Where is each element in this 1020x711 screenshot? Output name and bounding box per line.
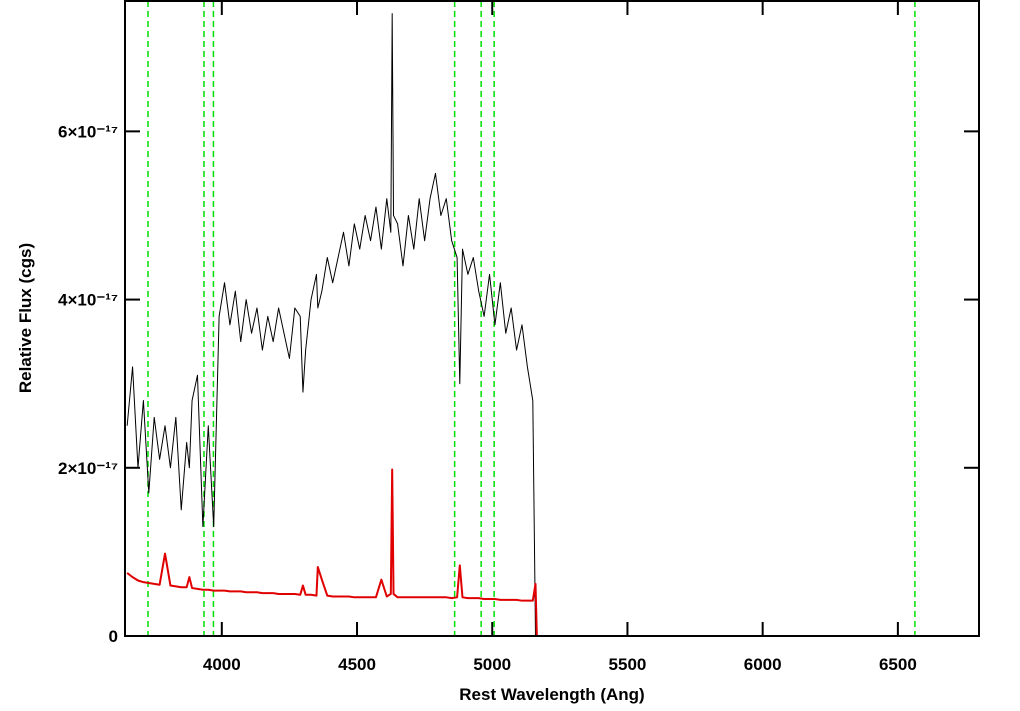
x-tick-label: 5000 bbox=[473, 655, 511, 674]
x-tick-label: 6000 bbox=[744, 655, 782, 674]
x-tick-label: 5500 bbox=[609, 655, 647, 674]
y-tick-label: 6×10⁻¹⁷ bbox=[58, 122, 118, 141]
y-tick-label: 0 bbox=[109, 627, 118, 646]
plot-frame bbox=[124, 0, 980, 637]
spectrum-line bbox=[126, 468, 979, 637]
spectrum-line bbox=[126, 13, 979, 637]
x-tick-label: 4000 bbox=[203, 655, 241, 674]
x-tick-label: 4500 bbox=[338, 655, 376, 674]
y-tick-label: 2×10⁻¹⁷ bbox=[58, 459, 118, 478]
x-tick-label: 6500 bbox=[879, 655, 917, 674]
x-axis-label: Rest Wavelength (Ang) bbox=[459, 685, 644, 704]
y-axis-label: Relative Flux (cgs) bbox=[16, 243, 35, 393]
y-tick-label: 4×10⁻¹⁷ bbox=[58, 291, 118, 310]
